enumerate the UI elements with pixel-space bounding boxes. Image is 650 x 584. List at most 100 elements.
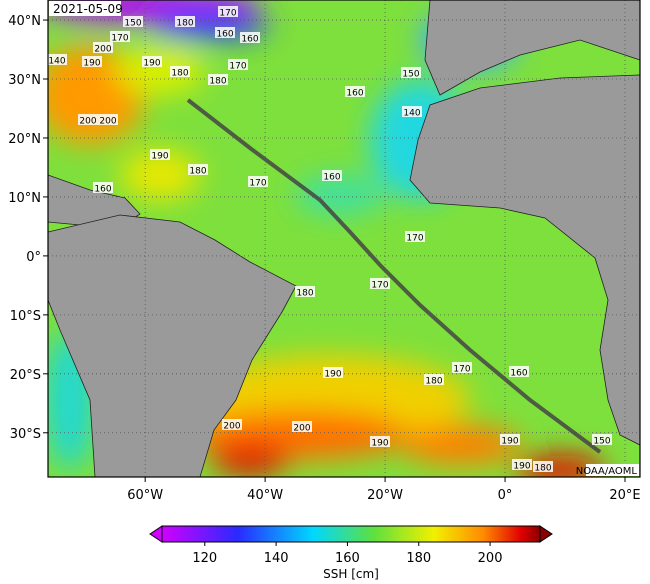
credit-label: NOAA/AOML bbox=[576, 466, 638, 477]
contour-label-box bbox=[93, 182, 113, 193]
contour-label: 170 bbox=[111, 34, 128, 44]
contour-label: 180 bbox=[209, 77, 226, 87]
contour-label: 200 bbox=[79, 117, 96, 127]
x-tick-label: 0° bbox=[498, 488, 513, 503]
contour-label-box bbox=[142, 56, 162, 67]
contour-label: 200 bbox=[223, 422, 240, 432]
x-tick-label: 20°E bbox=[609, 488, 640, 503]
contour-label-box bbox=[215, 27, 235, 38]
contour-label: 200 bbox=[293, 424, 310, 434]
contour-label-box bbox=[424, 374, 444, 385]
contour-label-box bbox=[401, 67, 421, 78]
contour-label-box bbox=[533, 461, 553, 472]
x-tick-label: 40°W bbox=[247, 488, 283, 503]
contour-label-box bbox=[48, 54, 67, 65]
contour-label: 200 bbox=[99, 117, 116, 127]
contour-label: 180 bbox=[534, 464, 551, 474]
y-tick-label: 10°S bbox=[10, 309, 41, 324]
contour-label-box bbox=[150, 149, 170, 160]
contour-label-box bbox=[322, 170, 342, 181]
contour-label-box bbox=[323, 367, 343, 378]
credit-box bbox=[586, 464, 639, 476]
x-tick-label: 60°W bbox=[127, 488, 163, 503]
contour-label: 190 bbox=[324, 370, 341, 380]
contour-label-box bbox=[82, 56, 102, 67]
contour-label: 180 bbox=[171, 69, 188, 79]
date-label: 2021-05-09 bbox=[53, 2, 123, 16]
contour-label: 180 bbox=[296, 289, 313, 299]
contour-label: 190 bbox=[513, 462, 530, 472]
y-tick-label: 20°N bbox=[8, 132, 41, 147]
contour-label-box bbox=[248, 176, 268, 187]
contour-label-box bbox=[295, 286, 315, 297]
contour-label-box bbox=[208, 74, 228, 85]
y-tick-label: 30°S bbox=[10, 427, 41, 442]
y-tick-label: 20°S bbox=[10, 368, 41, 383]
contour-label-box bbox=[452, 362, 472, 373]
y-tick-label: 40°N bbox=[8, 14, 41, 29]
contour-label-box bbox=[188, 164, 208, 175]
contour-label: 180 bbox=[176, 19, 193, 29]
contour-label: 160 bbox=[216, 30, 233, 40]
contour-label: 160 bbox=[241, 35, 258, 45]
contour-label-box bbox=[123, 16, 143, 27]
contour-label-box bbox=[345, 86, 365, 97]
contour-label: 140 bbox=[403, 109, 420, 119]
colorbar-tick-label: 200 bbox=[478, 551, 503, 566]
contour-label-box bbox=[93, 42, 113, 53]
contour-label-box bbox=[592, 434, 612, 445]
contour-label: 160 bbox=[323, 173, 340, 183]
grid bbox=[48, 0, 640, 477]
track-line bbox=[186, 98, 602, 454]
contour-label: 170 bbox=[249, 179, 266, 189]
contour-label-box bbox=[370, 278, 390, 289]
contour-label: 150 bbox=[593, 437, 610, 447]
contour-label-box bbox=[370, 436, 390, 447]
colorbar: SSH [cm] 120 140 160 180 200 bbox=[149, 525, 553, 581]
contour-label: 150 bbox=[402, 70, 419, 80]
contour-label-box bbox=[218, 6, 238, 17]
contour-label-box bbox=[170, 66, 190, 77]
contour-label: 160 bbox=[510, 369, 527, 379]
date-box bbox=[49, 1, 121, 16]
contour-label: 190 bbox=[371, 439, 388, 449]
contour-label-box bbox=[402, 106, 422, 117]
axes: 60°W 40°W 20°W 0° 20°E 40°N 30°N 20°N 10°N 0° 10°S… bbox=[8, 14, 640, 503]
contour-label: 170 bbox=[371, 281, 388, 291]
colorbar-low-arrow bbox=[149, 525, 163, 543]
contour-label: 190 bbox=[501, 437, 518, 447]
contour-label: 160 bbox=[94, 185, 111, 195]
colorbar-bar bbox=[161, 525, 541, 543]
contour-label-box bbox=[509, 366, 529, 377]
contour-label: 200 bbox=[94, 45, 111, 55]
contour-label: 170 bbox=[219, 9, 236, 19]
contour-label: 190 bbox=[83, 59, 100, 69]
colorbar-tick-label: 120 bbox=[192, 551, 217, 566]
colorbar-tick-label: 160 bbox=[335, 551, 360, 566]
contour-label: 190 bbox=[151, 152, 168, 162]
y-tick-label: 30°N bbox=[8, 73, 41, 88]
contour-label-box bbox=[240, 32, 260, 43]
contour-label-box bbox=[228, 59, 248, 70]
contour-label: 190 bbox=[143, 59, 160, 69]
contour-label-box bbox=[175, 16, 195, 27]
contour-label: 150 bbox=[124, 19, 141, 29]
contour-label: 180 bbox=[425, 377, 442, 387]
contour-label-box bbox=[500, 434, 520, 445]
contour-label: 170 bbox=[229, 62, 246, 72]
land bbox=[48, 0, 640, 477]
contour-label: 170 bbox=[406, 234, 423, 244]
y-tick-label: 0° bbox=[26, 250, 41, 265]
contour-label-box bbox=[98, 114, 118, 125]
colorbar-tick-label: 180 bbox=[406, 551, 431, 566]
contour-label-box bbox=[405, 231, 425, 242]
y-tick-label: 10°N bbox=[8, 191, 41, 206]
colorbar-high-arrow bbox=[539, 525, 553, 543]
colorbar-label: SSH [cm] bbox=[323, 567, 379, 581]
colorbar-tick-label: 140 bbox=[264, 551, 289, 566]
contour-label-box bbox=[512, 459, 532, 470]
contour-label-box bbox=[78, 114, 98, 125]
x-tick-label: 20°W bbox=[367, 488, 403, 503]
